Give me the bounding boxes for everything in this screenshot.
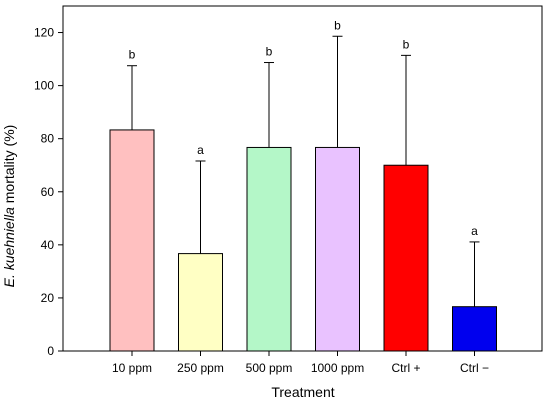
x-tick-label-5: Ctrl − [460, 361, 489, 375]
x-tick-label-3: 1000 ppm [311, 361, 364, 375]
x-tick-label-1: 250 ppm [177, 361, 224, 375]
bar-5 [452, 306, 497, 352]
bar-0 [109, 129, 155, 352]
bar-4 [383, 164, 429, 352]
significance-label-4: b [403, 37, 410, 51]
bar-1 [178, 253, 223, 352]
y-tick-label-3: 60 [41, 185, 55, 199]
bars-layer [109, 129, 497, 352]
x-tick-label-4: Ctrl + [391, 361, 420, 375]
y-tick-label-0: 0 [47, 344, 54, 358]
bar-2 [246, 146, 292, 352]
y-axis-title: E. kuehniella mortality (%) [1, 125, 17, 288]
significance-label-1: a [197, 143, 204, 157]
y-tick-label-5: 100 [34, 79, 54, 93]
x-tick-label-0: 10 ppm [112, 361, 152, 375]
y-tick-label-4: 80 [41, 132, 55, 146]
significance-labels-layer: b a b b b a [129, 18, 479, 238]
significance-label-3: b [334, 18, 341, 32]
error-bars-layer [127, 35, 480, 307]
significance-label-5: a [471, 224, 478, 238]
y-tick-label-2: 40 [41, 238, 55, 252]
y-axis-title-rest: mortality (%) [1, 125, 17, 207]
bar-3 [315, 146, 360, 352]
y-tick-label-1: 20 [41, 291, 55, 305]
significance-label-0: b [129, 48, 136, 62]
x-tick-label-2: 500 ppm [246, 361, 293, 375]
significance-label-2: b [266, 45, 273, 59]
x-axis-title: Treatment [271, 384, 334, 400]
y-tick-label-6: 120 [34, 26, 54, 40]
axes-layer: 10 ppm 250 ppm 500 ppm 1000 ppm Ctrl + Ctrl −… [34, 5, 543, 375]
y-axis-title-italic: E. kuehniella [1, 207, 17, 287]
plot-frame [62, 5, 543, 352]
